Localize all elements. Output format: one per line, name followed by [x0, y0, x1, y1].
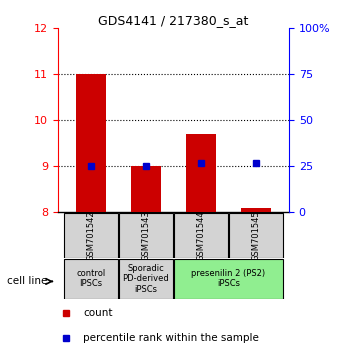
Bar	[119, 213, 173, 258]
Bar	[64, 259, 118, 299]
Text: GSM701543: GSM701543	[141, 210, 150, 261]
Title: GDS4141 / 217380_s_at: GDS4141 / 217380_s_at	[98, 14, 249, 27]
Text: percentile rank within the sample: percentile rank within the sample	[83, 333, 259, 343]
Bar	[174, 259, 283, 299]
Text: cell line: cell line	[7, 276, 47, 286]
Bar	[186, 134, 216, 212]
Text: GSM701544: GSM701544	[197, 210, 205, 261]
Text: GSM701545: GSM701545	[252, 210, 260, 261]
Bar	[229, 213, 283, 258]
Text: control
IPSCs: control IPSCs	[76, 269, 105, 289]
Text: Sporadic
PD-derived
iPSCs: Sporadic PD-derived iPSCs	[122, 264, 169, 294]
Text: count: count	[83, 308, 113, 318]
Text: presenilin 2 (PS2)
iPSCs: presenilin 2 (PS2) iPSCs	[191, 269, 266, 289]
Bar	[131, 166, 161, 212]
Bar	[174, 213, 228, 258]
Bar	[119, 259, 173, 299]
Bar	[76, 74, 106, 212]
Text: GSM701542: GSM701542	[86, 210, 95, 261]
Bar	[241, 208, 271, 212]
Bar	[64, 213, 118, 258]
